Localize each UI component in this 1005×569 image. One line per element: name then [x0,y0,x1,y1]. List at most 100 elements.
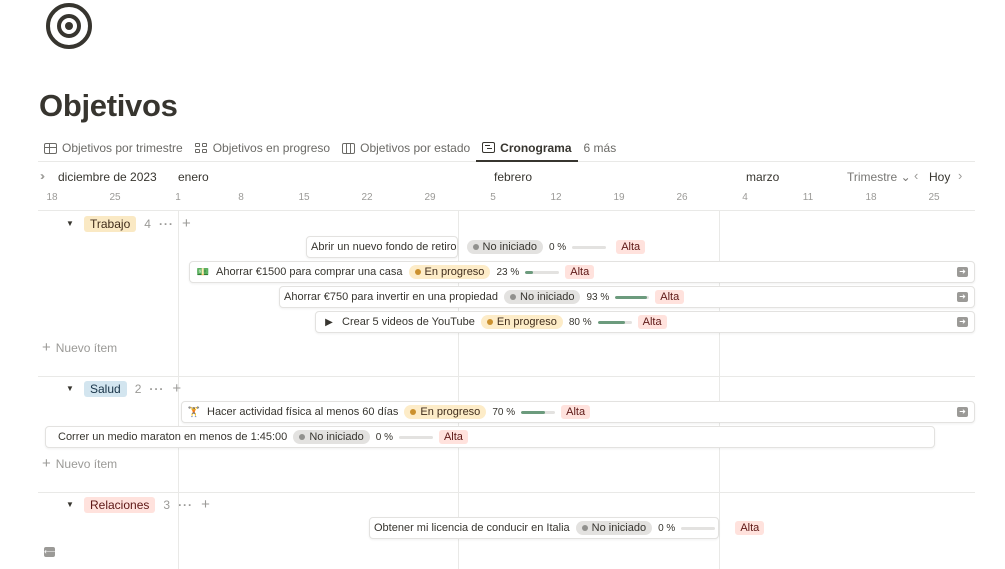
timeline-item[interactable]: Correr un medio maraton en menos de 1:45… [45,426,935,448]
group-count: 2 [134,381,142,396]
chevron-left-icon[interactable]: ‹ [914,168,919,183]
page-title: Objetivos [39,88,178,123]
day-tick: 22 [361,192,373,203]
scroll-back-icon[interactable]: ⟵ [44,547,56,557]
timescale-dropdown[interactable]: Trimestre ⌄ [847,170,911,184]
progress-label: 0 % [548,241,567,253]
progress-bar [681,526,716,530]
tab-more[interactable]: 6 más [578,135,623,161]
progress-label: 0 % [375,431,393,443]
month-label: enero [178,170,209,184]
day-tick: 5 [490,192,496,203]
tab-objetivos-por-trimestre[interactable]: Objetivos por trimestre [38,135,189,161]
timeline-item[interactable]: Obtener mi licencia de conducir en Itali… [369,517,765,539]
progress-bar [615,295,650,299]
status-dot [299,434,306,440]
status-label: En progreso [420,406,481,418]
tab-objetivos-por-estado[interactable]: Objetivos por estado [336,135,476,161]
plus-icon: + [42,455,51,472]
caret-down-icon[interactable]: ▼ [66,384,74,393]
open-icon[interactable]: ➜ [957,267,968,277]
timeline-item[interactable]: Abrir un nuevo fondo de retiro No inicia… [306,236,646,258]
status-badge: No iniciado [466,240,543,254]
progress-label: 0 % [658,522,676,534]
caret-down-icon[interactable]: ▼ [66,500,74,509]
progress-bar [521,410,556,414]
timeline-item[interactable]: 🏋 Hacer actividad física al menos 60 día… [181,401,975,423]
collapse-sidebar-icon[interactable]: ›› [40,169,45,183]
status-dot [510,294,517,300]
chevron-down-icon: ⌄ [900,170,911,184]
open-icon[interactable]: ➜ [957,407,968,417]
tab-cronograma[interactable]: Cronograma [476,135,578,162]
timeline-toolbar: ›› diciembre de 2023 enero febrero marzo… [38,163,975,189]
day-tick: 25 [928,192,940,203]
priority-badge: Alta [616,240,646,254]
open-icon[interactable]: ➜ [957,317,968,327]
progress-bar-fill [615,295,647,299]
more-icon[interactable]: ··· [149,381,165,396]
new-item-label: Nuevo ítem [55,456,118,471]
caret-down-icon[interactable]: ▼ [66,219,74,228]
timeline-icon [482,142,496,153]
chevron-right-icon[interactable]: › [958,168,963,183]
group-count: 3 [163,497,171,512]
dumbbell-icon: 🏋 [187,406,201,418]
open-icon[interactable]: ➜ [957,292,968,302]
item-title: Correr un medio maraton en menos de 1:45… [58,431,288,443]
more-icon[interactable]: ··· [178,497,194,512]
item-title: Ahorrar €1500 para comprar una casa [216,266,403,278]
tab-objetivos-en-progreso[interactable]: Objetivos en progreso [189,135,336,161]
new-item-button[interactable]: + Nuevo ítem [42,339,117,356]
status-dot [410,409,417,415]
money-icon: 💵 [196,266,210,278]
progress-label: 23 % [496,266,520,278]
tab-label: 6 más [583,141,617,155]
new-item-label: Nuevo ítem [55,340,118,355]
more-icon[interactable]: ··· [158,216,174,231]
board-icon [342,142,356,154]
status-badge: No iniciado [293,430,370,444]
tab-label: Objetivos en progreso [212,141,331,155]
status-label: En progreso [496,316,557,328]
progress-bar [398,435,433,439]
group-tag: Relaciones [84,496,156,513]
day-tick: 4 [742,192,748,203]
add-icon[interactable]: + [172,380,182,397]
today-button[interactable]: Hoy [929,170,951,184]
status-label: No iniciado [309,431,364,443]
day-tick: 15 [298,192,310,203]
priority-badge: Alta [637,315,667,329]
status-badge: En progreso [408,265,491,279]
timeline-item[interactable]: 💵 Ahorrar €1500 para comprar una casa En… [189,261,975,283]
group-tag: Trabajo [84,215,137,232]
timeline-item[interactable]: ▶ Crear 5 videos de YouTube En progreso … [315,311,975,333]
day-tick: 8 [238,192,244,203]
timeline-grid [38,210,975,569]
day-tick: 25 [109,192,121,203]
add-icon[interactable]: + [181,215,191,232]
group-header-trabajo: ▼ Trabajo 4 ··· + [66,215,191,232]
progress-bar [525,270,560,274]
timeline-item[interactable]: Ahorrar €750 para invertir en una propie… [279,286,975,308]
status-dot [414,269,421,275]
status-badge: En progreso [404,405,487,419]
status-label: No iniciado [591,522,647,534]
day-tick: 19 [613,192,625,203]
timescale-label: Trimestre [847,170,898,184]
tab-label: Cronograma [500,140,572,155]
group-count: 4 [144,216,151,231]
priority-badge: Alta [565,265,595,279]
day-tick: 1 [175,192,181,203]
group-divider [38,376,975,377]
progress-bar-fill [597,320,625,324]
day-tick: 18 [46,192,58,203]
new-item-button[interactable]: + Nuevo ítem [42,455,117,472]
add-icon[interactable]: + [201,496,210,513]
priority-badge: Alta [438,430,468,444]
progress-bar [572,245,607,249]
table-icon [44,142,57,154]
status-dot [581,525,588,531]
day-tick: 29 [424,192,436,203]
month-label: marzo [746,170,780,184]
